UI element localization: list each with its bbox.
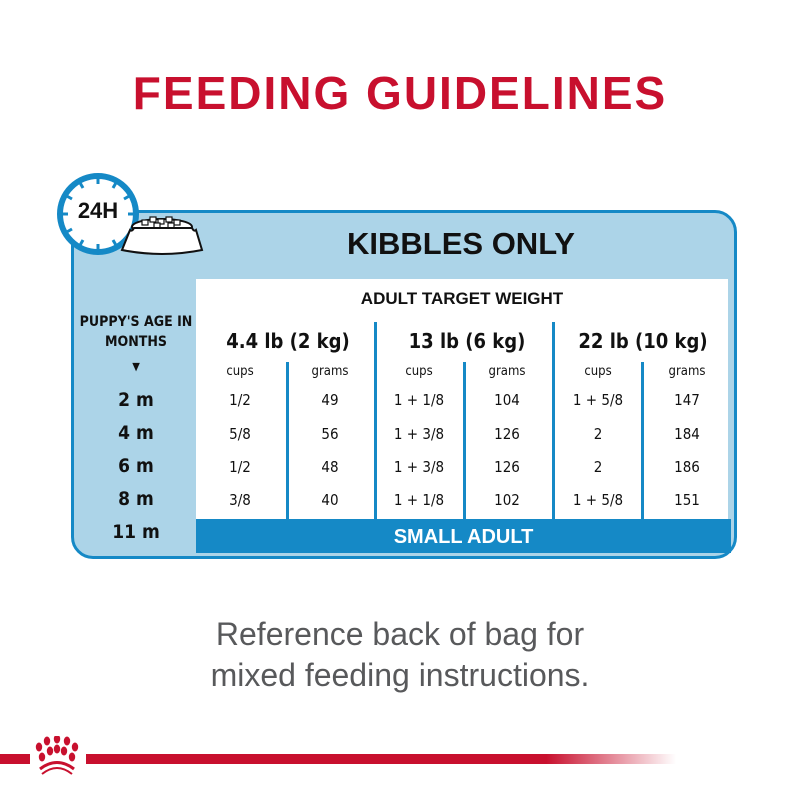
table-cell: 1 + 3/8 (393, 425, 445, 443)
mixed-feeding-note: Reference back of bag for mixed feeding … (210, 616, 590, 693)
table-cell: 102 (494, 491, 520, 509)
small-adult-row: SMALL ADULT (196, 519, 731, 553)
age-label: 11 m (112, 521, 160, 543)
table-cell: 49 (321, 391, 339, 409)
sub-column-divider (463, 362, 466, 519)
table-cell: 151 (674, 491, 700, 509)
column-divider (374, 322, 377, 519)
table-cell: 126 (494, 425, 520, 443)
table-body (196, 279, 728, 519)
table-cell: 104 (494, 391, 520, 409)
table-cell: 1 + 5/8 (572, 491, 624, 509)
table-cell: 1/2 (229, 391, 251, 409)
unit-header: grams (311, 364, 349, 379)
sub-column-divider (641, 362, 644, 519)
table-cell: 2 (593, 425, 603, 443)
unit-header: cups (584, 364, 612, 379)
adult-target-weight-label: ADULT TARGET WEIGHT (360, 289, 564, 308)
column-divider (552, 322, 555, 519)
table-cell: 56 (321, 425, 339, 443)
footer-rule-left (0, 754, 30, 764)
table-header: ADULT TARGET WEIGHT (196, 289, 728, 309)
weight-header: 4.4 lb (2 kg) (226, 329, 350, 353)
table-cell: 1 + 1/8 (393, 491, 445, 509)
unit-header: grams (488, 364, 526, 379)
unit-header: grams (668, 364, 706, 379)
food-bowl-icon (120, 216, 204, 255)
table-cell: 2 (593, 458, 603, 476)
age-column-header: PUPPY'S AGE IN MONTHS (79, 314, 193, 350)
age-label: 4 m (118, 422, 154, 444)
table-cell: 1 + 3/8 (393, 458, 445, 476)
page-title: FEEDING GUIDELINES (132, 67, 668, 119)
section-title: KIBBLES ONLY (347, 226, 575, 261)
clock-bowl-icon (57, 173, 204, 255)
unit-header: cups (226, 364, 254, 379)
royal-canin-crown-logo (35, 736, 79, 775)
24h-label: 24H (77, 198, 119, 223)
footer-rule (86, 754, 676, 764)
table-cell: 186 (674, 458, 700, 476)
weight-header: 22 lb (10 kg) (578, 329, 708, 353)
down-arrow-icon: ▼ (132, 360, 140, 373)
age-label: 6 m (118, 455, 154, 477)
table-cell: 184 (674, 425, 700, 443)
table-cell: 1/2 (229, 458, 251, 476)
table-cell: 1 + 1/8 (393, 391, 445, 409)
weight-header: 13 lb (6 kg) (408, 329, 526, 353)
age-label: 2 m (118, 389, 154, 411)
age-label: 8 m (118, 488, 154, 510)
table-cell: 5/8 (229, 425, 251, 443)
table-cell: 3/8 (229, 491, 251, 509)
table-cell: 40 (321, 491, 339, 509)
unit-header: cups (405, 364, 433, 379)
table-cell: 126 (494, 458, 520, 476)
table-cell: 1 + 5/8 (572, 391, 624, 409)
sub-column-divider (286, 362, 289, 519)
table-cell: 48 (321, 458, 339, 476)
clock-icon (57, 173, 139, 255)
table-cell: 147 (674, 391, 700, 409)
